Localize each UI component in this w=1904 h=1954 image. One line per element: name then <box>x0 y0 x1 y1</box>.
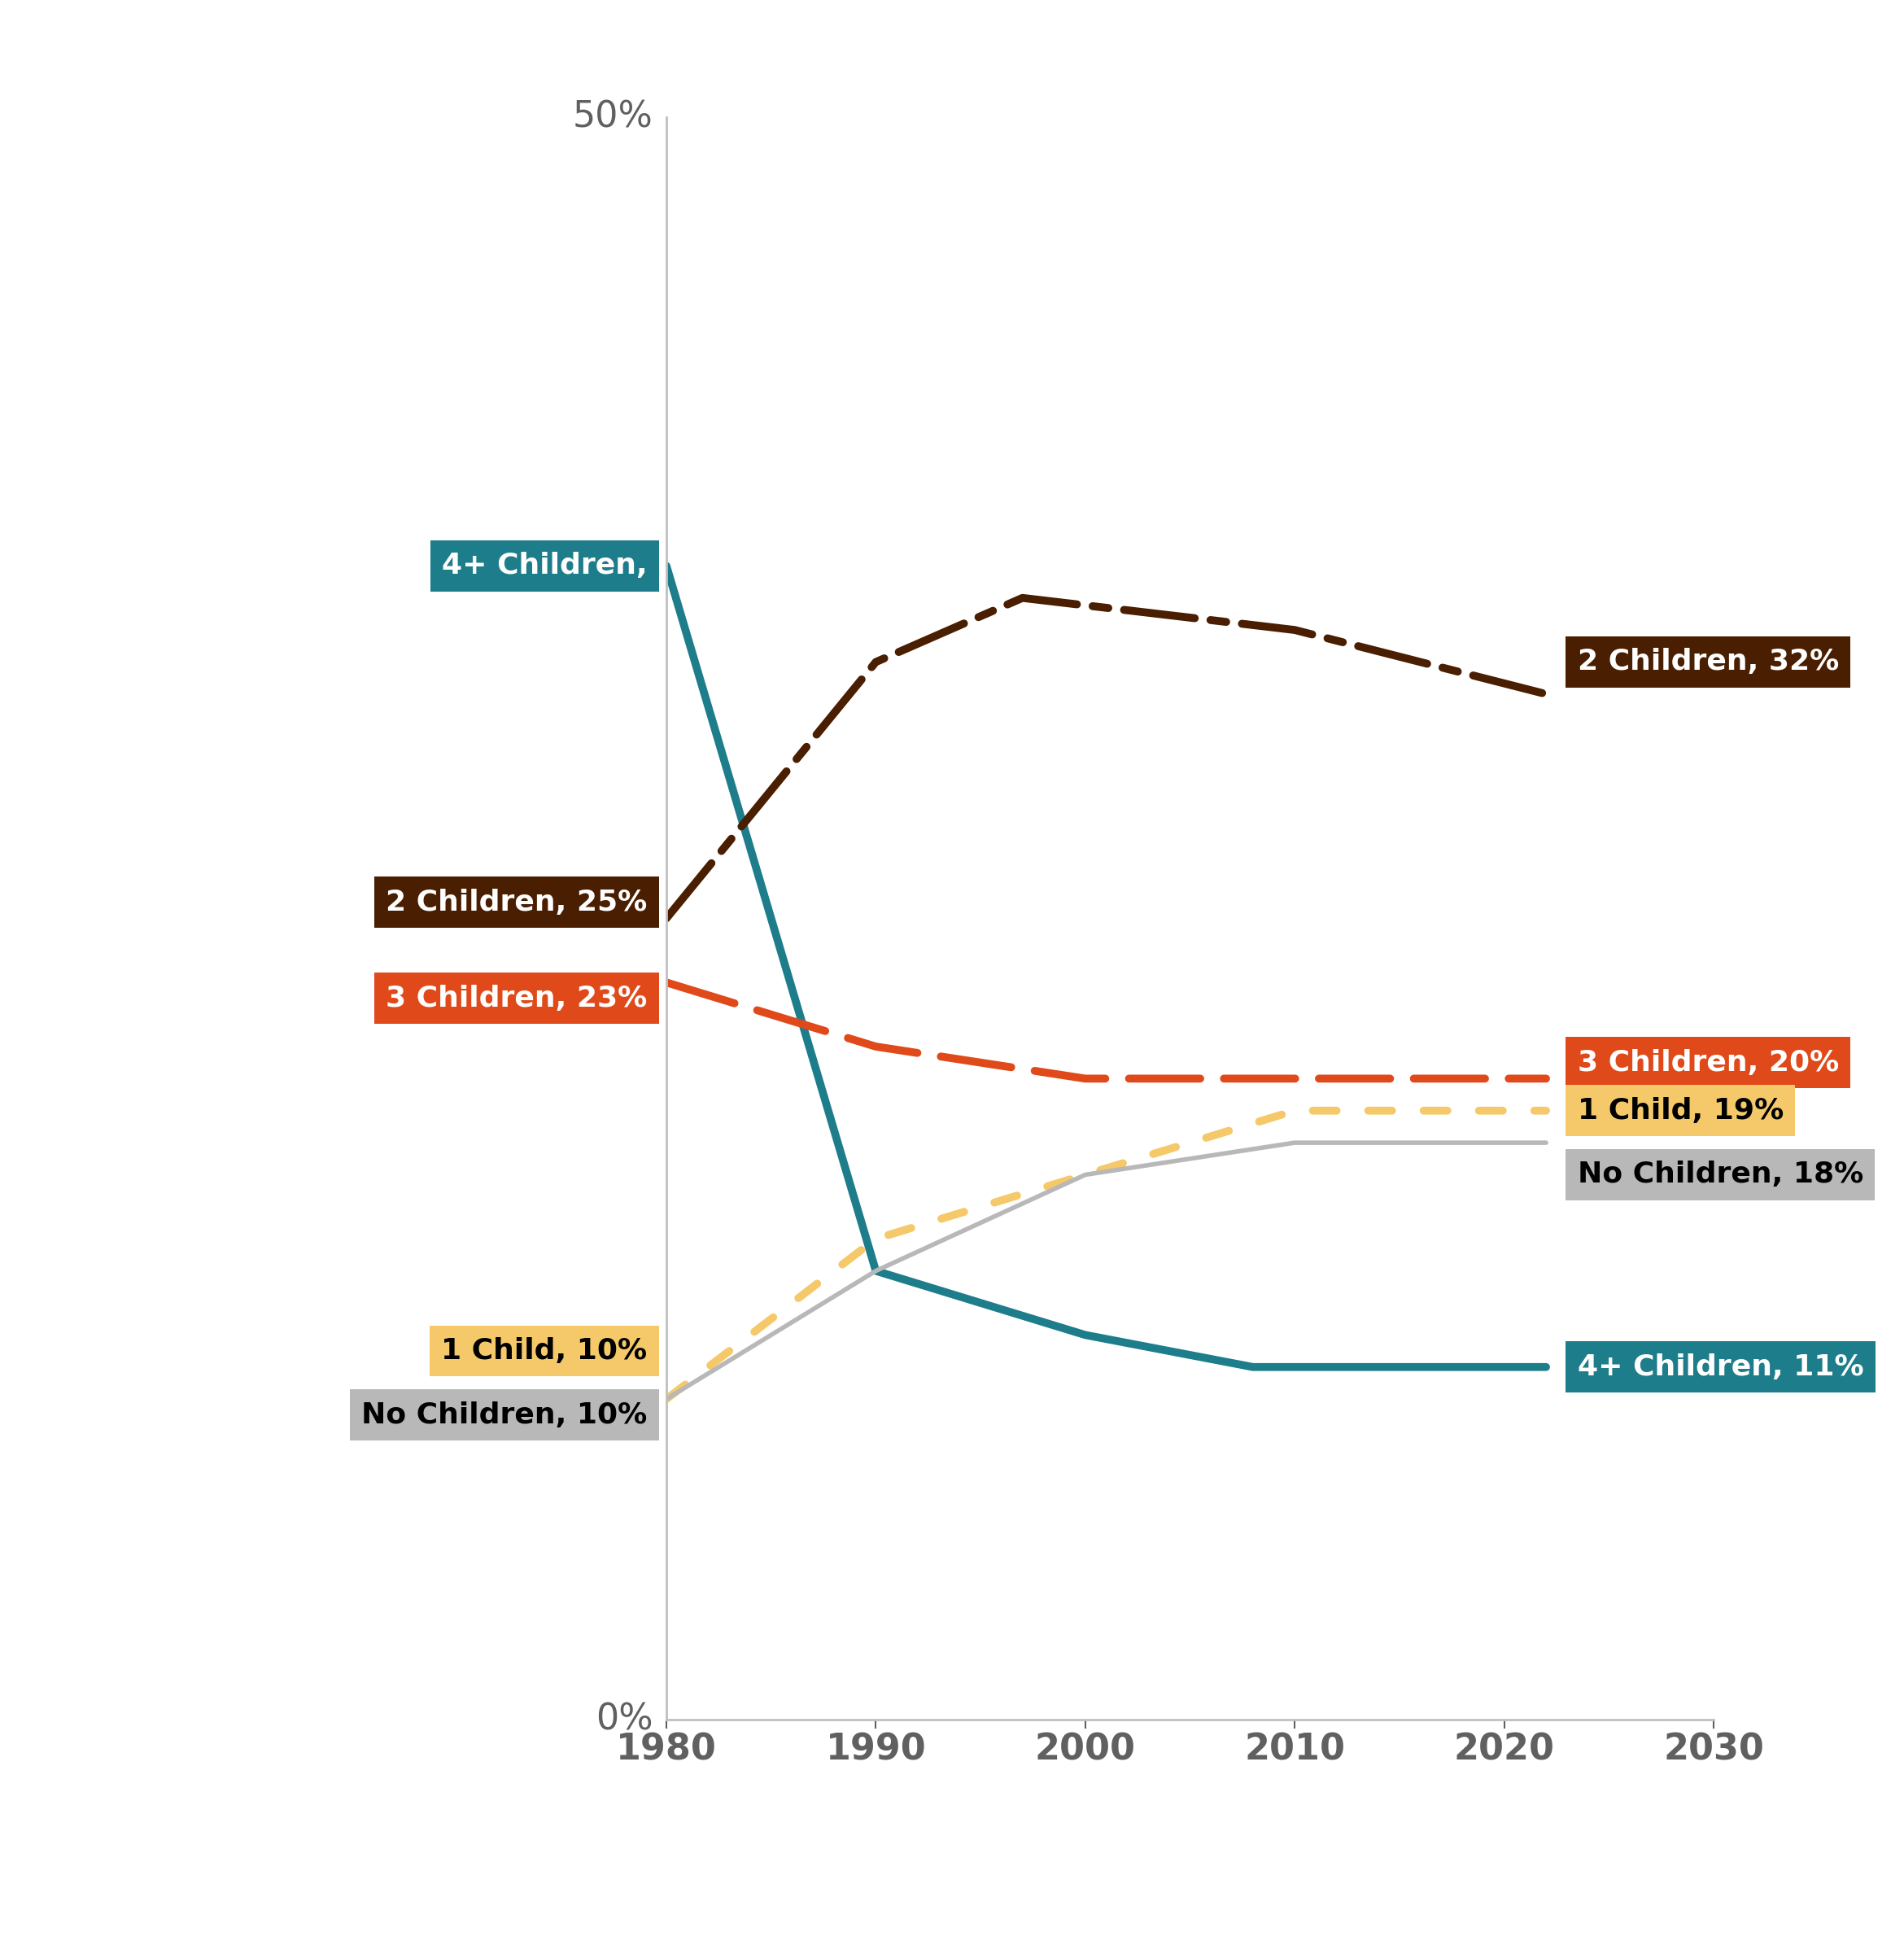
Text: 4+ Children, 11%: 4+ Children, 11% <box>1578 1354 1864 1381</box>
Text: 2 Children, 32%: 2 Children, 32% <box>1578 649 1839 676</box>
Text: 1 Child, 10%: 1 Child, 10% <box>442 1337 647 1364</box>
Text: 2 Children, 25%: 2 Children, 25% <box>387 889 647 916</box>
Text: 1 Child, 19%: 1 Child, 19% <box>1578 1096 1784 1124</box>
Text: 3 Children, 20%: 3 Children, 20% <box>1578 1049 1839 1077</box>
Text: No Children, 10%: No Children, 10% <box>362 1401 647 1428</box>
Text: 4+ Children,: 4+ Children, <box>442 553 647 580</box>
Text: 3 Children, 23%: 3 Children, 23% <box>387 985 647 1012</box>
Text: No Children, 18%: No Children, 18% <box>1578 1161 1864 1188</box>
